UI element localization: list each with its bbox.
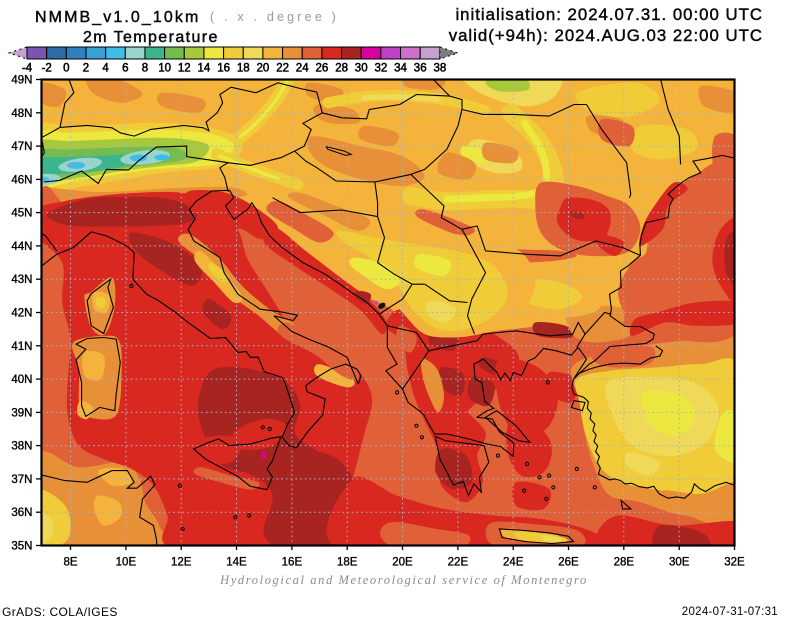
svg-text:49N: 49N [11,75,32,87]
svg-text:48N: 48N [11,108,32,120]
svg-text:Hydrological and Meteorologica: Hydrological and Meteorological service … [219,573,588,587]
svg-text:2m Temperature: 2m Temperature [83,29,219,46]
svg-text:valid(+94h): 2024.AUG.03 22:00: valid(+94h): 2024.AUG.03 22:00 UTC [449,26,763,45]
svg-text:30E: 30E [669,557,690,569]
svg-text:2024-07-31-07:31: 2024-07-31-07:31 [682,606,778,618]
svg-text:28: 28 [335,63,348,75]
svg-text:14: 14 [198,63,211,75]
svg-text:8E: 8E [63,557,77,569]
svg-text:30: 30 [355,63,368,75]
svg-text:20: 20 [257,63,270,75]
svg-text:35N: 35N [11,541,32,553]
svg-text:10: 10 [158,63,171,75]
svg-text:41N: 41N [11,341,32,353]
svg-text:20E: 20E [392,557,413,569]
svg-text:47N: 47N [11,141,32,153]
svg-text:-2: -2 [42,63,52,75]
svg-text:-4: -4 [22,63,33,75]
svg-text:22: 22 [276,63,289,75]
svg-text:40N: 40N [11,374,32,386]
svg-text:36: 36 [414,63,427,75]
svg-text:6: 6 [122,63,128,75]
svg-text:24E: 24E [503,557,524,569]
svg-text:44N: 44N [11,241,32,253]
svg-text:37N: 37N [11,474,32,486]
svg-text:( . x . degree ): ( . x . degree ) [210,10,339,24]
svg-text:0: 0 [63,63,69,75]
svg-text:18E: 18E [337,557,358,569]
svg-text:45N: 45N [11,208,32,220]
svg-text:NMMB_v1.0_10km: NMMB_v1.0_10km [35,9,200,26]
svg-text:32E: 32E [724,557,745,569]
svg-text:2: 2 [83,63,89,75]
svg-text:26E: 26E [558,557,579,569]
svg-text:12: 12 [178,63,191,75]
svg-text:12E: 12E [171,557,192,569]
svg-text:18: 18 [237,63,250,75]
svg-text:GrADS: COLA/IGES: GrADS: COLA/IGES [2,605,118,618]
svg-text:22E: 22E [448,557,469,569]
svg-text:36N: 36N [11,507,32,519]
svg-text:26: 26 [316,63,329,75]
svg-text:42N: 42N [11,308,32,320]
svg-text:14E: 14E [226,557,247,569]
svg-text:initialisation: 2024.07.31. 00: initialisation: 2024.07.31. 00:00 UTC [455,5,763,24]
svg-text:8: 8 [142,63,148,75]
svg-text:28E: 28E [614,557,635,569]
svg-text:4: 4 [102,63,109,75]
svg-text:16E: 16E [282,557,303,569]
svg-text:43N: 43N [11,274,32,286]
svg-text:39N: 39N [11,407,32,419]
svg-text:46N: 46N [11,174,32,186]
svg-text:38: 38 [434,63,447,75]
svg-text:10E: 10E [116,557,137,569]
svg-text:32: 32 [375,63,388,75]
svg-text:16: 16 [217,63,230,75]
svg-text:38N: 38N [11,441,32,453]
svg-text:24: 24 [296,63,309,75]
svg-text:34: 34 [394,63,407,75]
